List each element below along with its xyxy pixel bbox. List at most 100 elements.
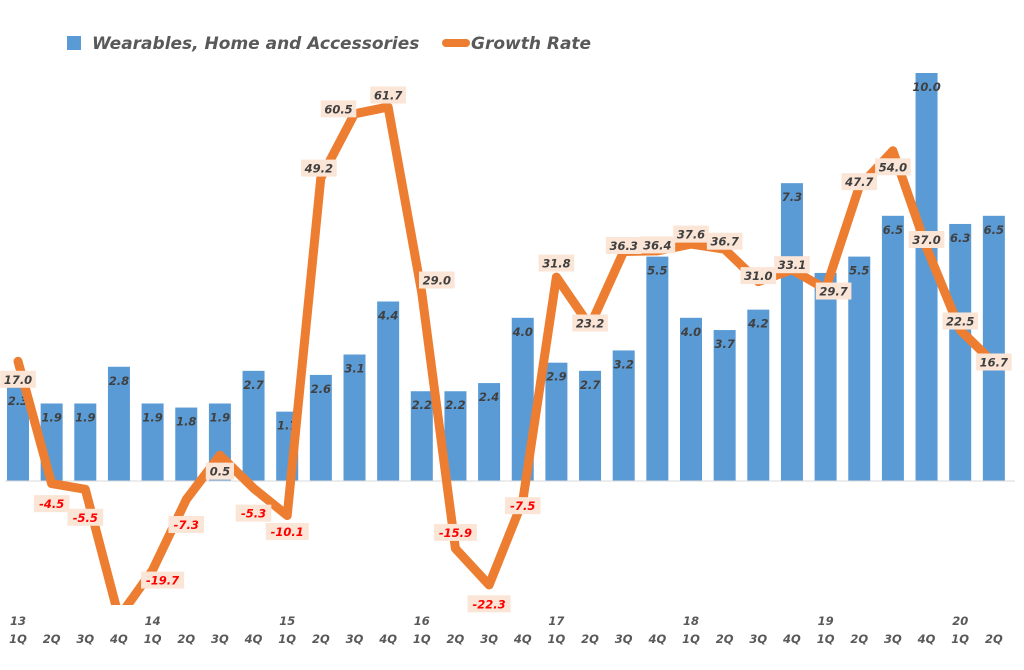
x-tick-quarter: 1Q xyxy=(548,632,566,646)
x-tick-quarter: 1Q xyxy=(278,632,296,646)
growth-label-box xyxy=(235,504,272,522)
x-tick-quarter: 4Q xyxy=(244,632,263,646)
growth-data-label: 31.8 xyxy=(542,257,570,271)
growth-data-label: 36.3 xyxy=(610,239,638,253)
growth-data-label: 61.7 xyxy=(374,89,402,103)
bar-data-label: 3.1 xyxy=(344,362,364,376)
growth-label-box xyxy=(538,254,575,272)
growth-label-box xyxy=(605,236,642,254)
growth-data-label: -7.3 xyxy=(174,518,199,532)
x-tick-year: 20 xyxy=(952,614,968,628)
growth-data-label: 22.5 xyxy=(946,315,974,329)
x-tick-quarter: 4Q xyxy=(917,632,936,646)
bar xyxy=(612,350,635,481)
growth-label-box xyxy=(320,100,357,118)
bar-data-label: 2.7 xyxy=(243,378,263,392)
x-tick-quarter: 2Q xyxy=(850,632,868,646)
line-labels: 17.0 -4.5 -5.5 -19.7 -7.3 0.5 -5.3 -10.1 49.2 60.… xyxy=(0,86,1012,613)
growth-data-label: 49.2 xyxy=(304,162,333,176)
x-tick-year: 17 xyxy=(548,614,564,628)
growth-label-box xyxy=(774,256,810,274)
x-tick-quarter: 3Q xyxy=(76,632,94,646)
bar xyxy=(410,391,433,481)
x-tick-quarter: 1Q xyxy=(144,632,162,646)
growth-data-label: -4.5 xyxy=(39,497,64,511)
growth-data-label: 29.7 xyxy=(819,285,847,299)
bar-data-label: 4.0 xyxy=(680,325,701,339)
bar xyxy=(309,374,332,481)
bar-data-label: 1.9 xyxy=(75,410,95,424)
x-tick-quarter: 3Q xyxy=(211,632,229,646)
bar-data-label: 4.0 xyxy=(512,325,533,339)
growth-data-label: 37.6 xyxy=(677,228,705,242)
bar-data-label: 2.3 xyxy=(8,394,28,408)
x-tick-quarter: 1Q xyxy=(9,632,27,646)
bar-data-label: 4.2 xyxy=(747,317,768,331)
x-tick-quarter: 4Q xyxy=(109,632,128,646)
bar-data-label: 2.4 xyxy=(479,390,499,404)
x-tick-quarter: 2Q xyxy=(312,632,330,646)
bar-data-label: 1.9 xyxy=(142,410,162,424)
bar-data-label: 6.5 xyxy=(984,223,1004,237)
bar-data-label: 7.3 xyxy=(782,190,802,204)
bar-data-label: 1.9 xyxy=(210,410,230,424)
bar-data-label: 2.2 xyxy=(412,398,432,412)
bar-data-label: 5.5 xyxy=(849,264,869,278)
bar xyxy=(747,309,770,481)
x-tick-year: 19 xyxy=(818,614,834,628)
growth-label-box xyxy=(572,314,608,332)
growth-label-box xyxy=(168,516,205,534)
growth-label-box xyxy=(370,86,406,104)
legend-bar-label: Wearables, Home and Accessories xyxy=(92,34,419,54)
growth-label-box xyxy=(639,236,676,254)
growth-data-label: 23.2 xyxy=(576,317,604,331)
growth-rate-line xyxy=(13,102,999,605)
x-tick-quarter: 2Q xyxy=(177,632,195,646)
growth-label-box xyxy=(942,312,978,330)
growth-label-box xyxy=(265,522,309,540)
growth-data-label: -7.5 xyxy=(510,499,535,513)
growth-data-label: 17.0 xyxy=(4,373,32,387)
growth-label-box xyxy=(0,370,36,388)
bar-data-label: 2.6 xyxy=(311,382,331,396)
x-tick-quarter: 2Q xyxy=(716,632,734,646)
x-tick-quarter: 1Q xyxy=(413,632,431,646)
bar-data-label: 6.3 xyxy=(950,231,970,245)
x-tick-quarter: 2Q xyxy=(43,632,61,646)
legend-bar-swatch xyxy=(67,36,81,50)
x-tick-year: 14 xyxy=(145,614,161,628)
x-tick-quarter: 3Q xyxy=(749,632,767,646)
x-tick-year: 15 xyxy=(279,614,295,628)
bar-labels: 2.31.9 1.92.81.9 1.8 1.92.71.72.63.14.42.2 2… xyxy=(8,80,1004,433)
bar xyxy=(680,317,702,481)
x-tick-quarter: 3Q xyxy=(346,632,364,646)
growth-label-box xyxy=(908,231,945,249)
x-tick-quarter: 3Q xyxy=(884,632,902,646)
bar xyxy=(141,403,164,481)
bar xyxy=(848,256,871,481)
bar-data-label: 1.9 xyxy=(41,410,61,424)
bar-data-label: 2.2 xyxy=(445,398,465,412)
bar xyxy=(7,387,29,481)
legend: Wearables, Home and Accessories Growth R… xyxy=(67,34,591,54)
growth-label-box xyxy=(433,523,477,541)
bar xyxy=(814,272,837,481)
growth-label-box xyxy=(875,158,911,176)
growth-label-box xyxy=(841,173,878,191)
x-tick-quarter: 4Q xyxy=(378,632,397,646)
legend-line-label: Growth Rate xyxy=(471,34,591,54)
growth-label-box xyxy=(740,267,777,285)
bar xyxy=(579,370,602,481)
growth-data-label: 29.0 xyxy=(423,274,451,288)
x-tick-quarter: 4Q xyxy=(647,632,666,646)
bar xyxy=(107,366,130,481)
x-tick-year: 18 xyxy=(683,614,699,628)
growth-label-box xyxy=(301,159,337,177)
bar xyxy=(713,330,736,481)
bar xyxy=(915,73,938,481)
growth-label-box xyxy=(67,508,104,526)
bar-data-label: 2.9 xyxy=(546,370,566,384)
growth-data-label: 33.1 xyxy=(778,258,806,272)
x-tick-quarter: 2Q xyxy=(447,632,465,646)
